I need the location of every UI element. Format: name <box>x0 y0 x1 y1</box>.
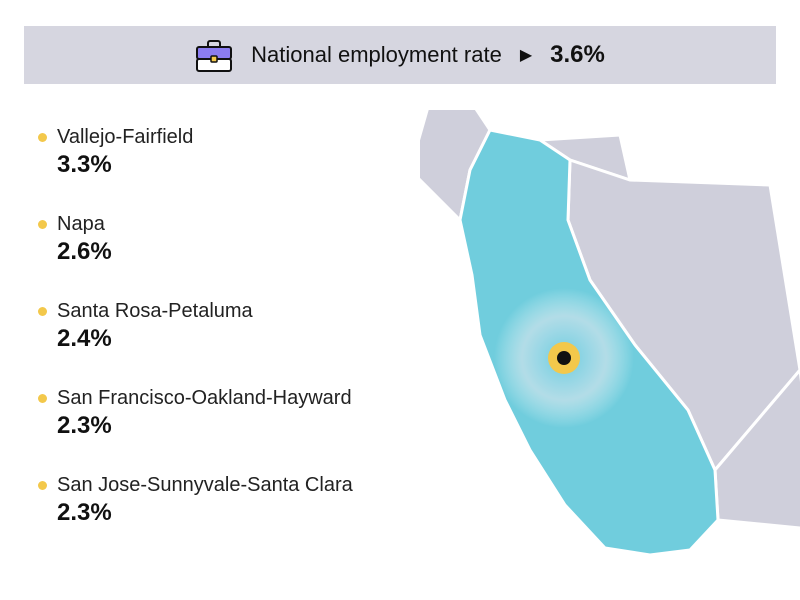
region-name: San Jose-Sunnyvale-Santa Clara <box>57 474 353 497</box>
region-value: 2.3% <box>57 412 353 440</box>
caret-right-icon: ▶ <box>520 45 532 65</box>
region-value: 3.3% <box>57 151 353 179</box>
header-value: 3.6% <box>550 41 605 69</box>
header-bar: National employment rate ▶ 3.6% <box>24 26 776 84</box>
bullet-icon <box>38 394 47 403</box>
region-name: Santa Rosa-Petaluma <box>57 300 253 323</box>
bullet-icon <box>38 481 47 490</box>
list-item: San Francisco-Oakland-Hayward 2.3% <box>38 387 353 440</box>
region-value: 2.6% <box>57 238 353 266</box>
list-item: Napa 2.6% <box>38 213 353 266</box>
list-item: San Jose-Sunnyvale-Santa Clara 2.3% <box>38 474 353 527</box>
region-name: Vallejo-Fairfield <box>57 126 193 149</box>
list-item: Santa Rosa-Petaluma 2.4% <box>38 300 353 353</box>
briefcase-icon <box>195 40 233 70</box>
region-name: Napa <box>57 213 105 236</box>
bullet-icon <box>38 220 47 229</box>
header-label: National employment rate <box>251 42 502 68</box>
california-map <box>420 110 800 590</box>
bullet-icon <box>38 133 47 142</box>
region-value: 2.4% <box>57 325 353 353</box>
region-name: San Francisco-Oakland-Hayward <box>57 387 352 410</box>
list-item: Vallejo-Fairfield 3.3% <box>38 126 353 179</box>
region-list: Vallejo-Fairfield 3.3% Napa 2.6% Santa R… <box>38 126 353 527</box>
region-value: 2.3% <box>57 499 353 527</box>
bullet-icon <box>38 307 47 316</box>
